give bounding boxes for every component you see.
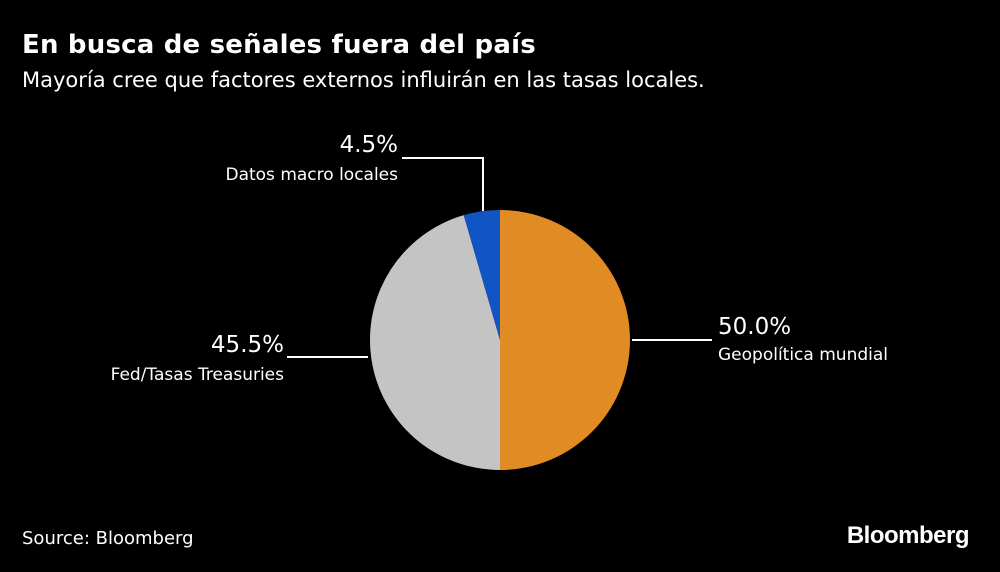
pie-slice-geopolitica-mundial bbox=[500, 210, 630, 470]
chart-subtitle: Mayoría cree que factores externos influ… bbox=[22, 68, 705, 92]
pie-slice-fed-tasas-treasuries bbox=[369, 215, 500, 470]
slice-value-datos-macro: 4.5% bbox=[340, 132, 398, 158]
chart-title: En busca de señales fuera del país bbox=[22, 30, 536, 60]
source-note: Source: Bloomberg bbox=[22, 528, 194, 549]
slice-label-datos-macro: Datos macro locales bbox=[225, 165, 398, 185]
pie-slice-datos-macro-locales bbox=[463, 210, 500, 340]
leader-line-datos-macro bbox=[402, 157, 484, 211]
pie-slices bbox=[369, 210, 630, 470]
bloomberg-logo: Bloomberg bbox=[846, 522, 970, 549]
slice-value-fed: 45.5% bbox=[211, 332, 284, 358]
slice-label-fed: Fed/Tasas Treasuries bbox=[111, 365, 285, 385]
slice-label-geopolitica: Geopolítica mundial bbox=[718, 345, 888, 365]
slice-value-geopolitica: 50.0% bbox=[718, 314, 791, 340]
